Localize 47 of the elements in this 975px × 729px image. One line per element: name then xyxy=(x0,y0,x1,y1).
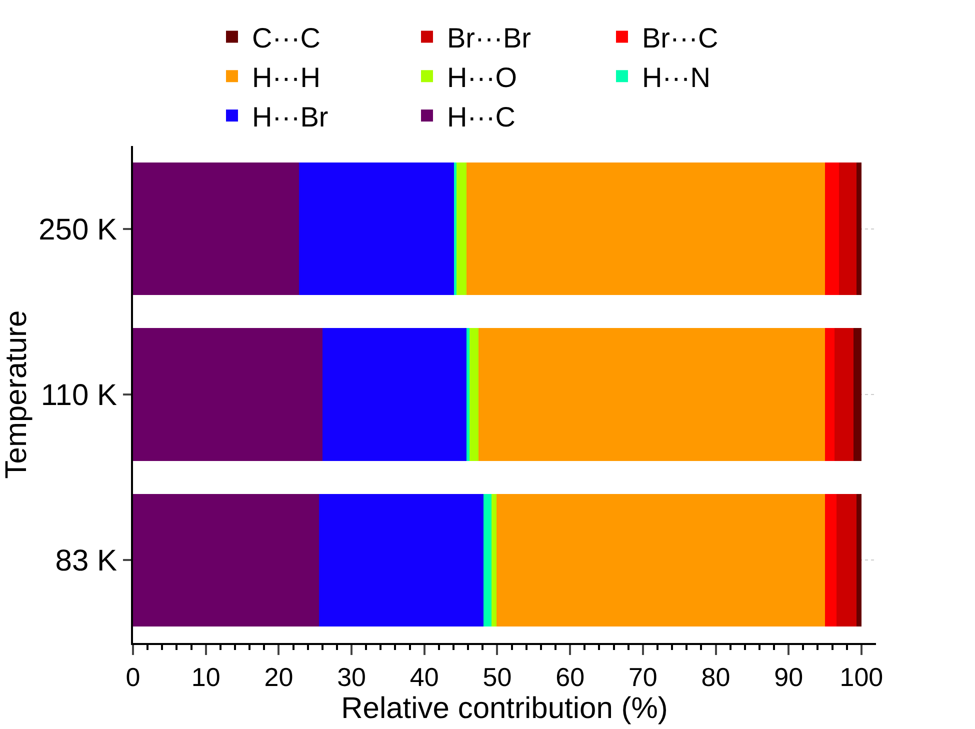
legend-label: H···Br xyxy=(252,101,328,132)
bar xyxy=(133,162,300,296)
bar xyxy=(853,328,862,461)
y-tick-label: 110 K xyxy=(40,379,117,412)
x-tick-label: 70 xyxy=(628,662,658,692)
bar xyxy=(825,162,839,296)
bar xyxy=(466,328,470,461)
legend-label: H···N xyxy=(642,62,710,94)
y-tick-label: 250 K xyxy=(38,213,117,246)
bar xyxy=(322,328,467,461)
bar xyxy=(496,494,826,626)
x-tick-label: 30 xyxy=(337,662,366,692)
y-axis-title: Temperature xyxy=(0,310,33,479)
legend-label: Br···Br xyxy=(447,22,531,54)
y-tick-label: 83 K xyxy=(55,544,117,578)
x-tick-label: 90 xyxy=(774,662,804,692)
legend-label: C···C xyxy=(252,22,320,54)
legend-label: H···C xyxy=(447,101,516,132)
bar xyxy=(836,494,856,626)
x-tick-label: 50 xyxy=(482,662,512,692)
bar xyxy=(834,328,854,461)
bar xyxy=(478,328,826,461)
x-tick-label: 80 xyxy=(701,662,730,692)
bar xyxy=(825,328,834,461)
x-axis-title: Relative contribution (%) xyxy=(341,692,668,726)
bar xyxy=(466,162,826,296)
x-tick-label: 20 xyxy=(264,662,294,692)
legend-label: H···H xyxy=(252,62,320,94)
x-tick-label: 40 xyxy=(410,662,439,692)
bar xyxy=(483,494,492,626)
bar xyxy=(856,162,862,296)
bar xyxy=(133,328,322,461)
x-tick-label: 60 xyxy=(556,662,585,692)
x-tick-label: 10 xyxy=(191,662,220,692)
bar xyxy=(456,162,467,296)
x-tick-label: 100 xyxy=(840,662,884,692)
legend-label: Br···C xyxy=(642,22,718,54)
bar xyxy=(825,494,837,626)
bar xyxy=(299,162,454,296)
legend-label: H···O xyxy=(447,62,517,94)
bar xyxy=(856,494,862,626)
bar xyxy=(470,328,478,461)
bar xyxy=(318,494,484,626)
bar xyxy=(491,494,496,626)
bar xyxy=(133,494,319,626)
bar xyxy=(838,162,856,296)
x-tick-label: 0 xyxy=(126,662,140,692)
